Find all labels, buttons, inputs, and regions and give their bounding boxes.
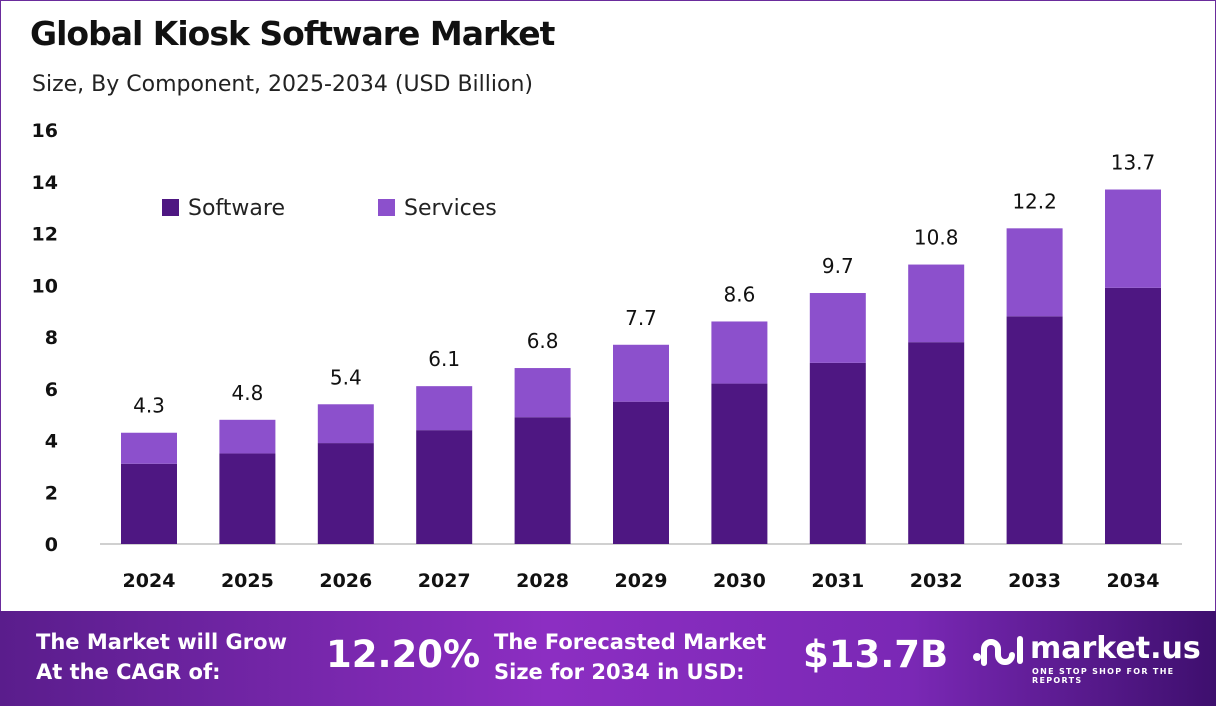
bar-software xyxy=(416,430,473,544)
cagr-label-line2: At the CAGR of: xyxy=(36,660,221,684)
bar-chart: 0 2 4 6 8 10 12 14 16 4.3 2024 4.8 2025 5.4 2026 6.1 202… xyxy=(32,120,1182,592)
y-tick-label: 14 xyxy=(32,172,58,194)
bar-services xyxy=(219,419,276,454)
market-us-logo-icon xyxy=(973,636,1023,666)
data-label: 5.4 xyxy=(330,365,362,389)
chart-title: Global Kiosk Software Market xyxy=(30,14,555,53)
x-tick-label: 2029 xyxy=(615,570,668,592)
x-tick-label: 2024 xyxy=(123,570,176,592)
legend-label: Services xyxy=(404,196,497,221)
data-label: 13.7 xyxy=(1111,151,1156,175)
x-tick-label: 2031 xyxy=(811,570,864,592)
y-tick-label: 8 xyxy=(45,327,58,349)
bar-services xyxy=(809,293,866,363)
y-tick-label: 6 xyxy=(45,379,58,401)
bar-software xyxy=(613,401,669,544)
cagr-label: The Market will Grow At the CAGR of: xyxy=(36,627,287,687)
x-tick-label: 2028 xyxy=(516,570,569,592)
data-label: 4.3 xyxy=(133,394,165,418)
bar-services xyxy=(711,321,768,384)
data-label: 8.6 xyxy=(723,282,755,306)
bar-services xyxy=(121,432,177,464)
x-tick-label: 2026 xyxy=(319,570,372,592)
bar-software xyxy=(1105,287,1161,544)
data-label: 12.2 xyxy=(1012,189,1057,213)
bar-software xyxy=(514,417,571,544)
x-tick-label: 2034 xyxy=(1107,570,1160,592)
cagr-label-line1: The Market will Grow xyxy=(36,630,287,654)
forecast-label-line2: Size for 2034 in USD: xyxy=(494,660,745,684)
data-label: 6.8 xyxy=(527,329,559,353)
forecast-label: The Forecasted Market Size for 2034 in U… xyxy=(494,627,766,687)
y-tick-label: 16 xyxy=(32,120,58,142)
bar-software xyxy=(809,362,866,544)
brand-tagline: ONE STOP SHOP FOR THE REPORTS xyxy=(1032,667,1175,685)
data-label: 7.7 xyxy=(625,306,657,330)
bar-software xyxy=(1006,316,1063,544)
y-tick-label: 10 xyxy=(32,275,58,297)
bar-software xyxy=(121,463,177,544)
bar-services xyxy=(1006,228,1063,317)
x-tick-label: 2030 xyxy=(713,570,766,592)
forecast-value: $13.7B xyxy=(803,633,949,676)
bar-services xyxy=(1105,189,1161,288)
bar-services xyxy=(908,264,965,343)
bar-services xyxy=(416,386,473,431)
data-label: 10.8 xyxy=(914,226,959,250)
brand-name: market.us xyxy=(1030,631,1201,666)
y-tick-label: 0 xyxy=(45,534,58,556)
footer-banner: The Market will Grow At the CAGR of: 12.… xyxy=(0,611,1216,706)
bar-services xyxy=(317,404,374,444)
forecast-label-line1: The Forecasted Market xyxy=(494,630,767,654)
x-tick-label: 2025 xyxy=(221,570,274,592)
y-tick-label: 4 xyxy=(45,431,58,453)
x-tick-label: 2032 xyxy=(910,570,963,592)
y-tick-label: 2 xyxy=(45,482,58,504)
bar-software xyxy=(711,383,768,544)
bar-services xyxy=(613,344,669,402)
bar-services xyxy=(514,368,571,418)
bar-software xyxy=(908,342,965,544)
data-label: 6.1 xyxy=(428,347,460,371)
x-tick-label: 2033 xyxy=(1008,570,1061,592)
y-tick-label: 12 xyxy=(32,224,58,246)
cagr-value: 12.20% xyxy=(326,633,481,676)
bar-software xyxy=(317,443,374,544)
legend-swatch xyxy=(162,199,179,216)
x-tick-label: 2027 xyxy=(418,570,471,592)
data-label: 9.7 xyxy=(822,254,854,278)
legend-swatch xyxy=(378,199,395,216)
data-label: 4.8 xyxy=(231,381,263,405)
bar-software xyxy=(219,453,276,544)
legend-label: Software xyxy=(188,196,285,221)
chart-subtitle: Size, By Component, 2025-2034 (USD Billi… xyxy=(32,72,533,97)
